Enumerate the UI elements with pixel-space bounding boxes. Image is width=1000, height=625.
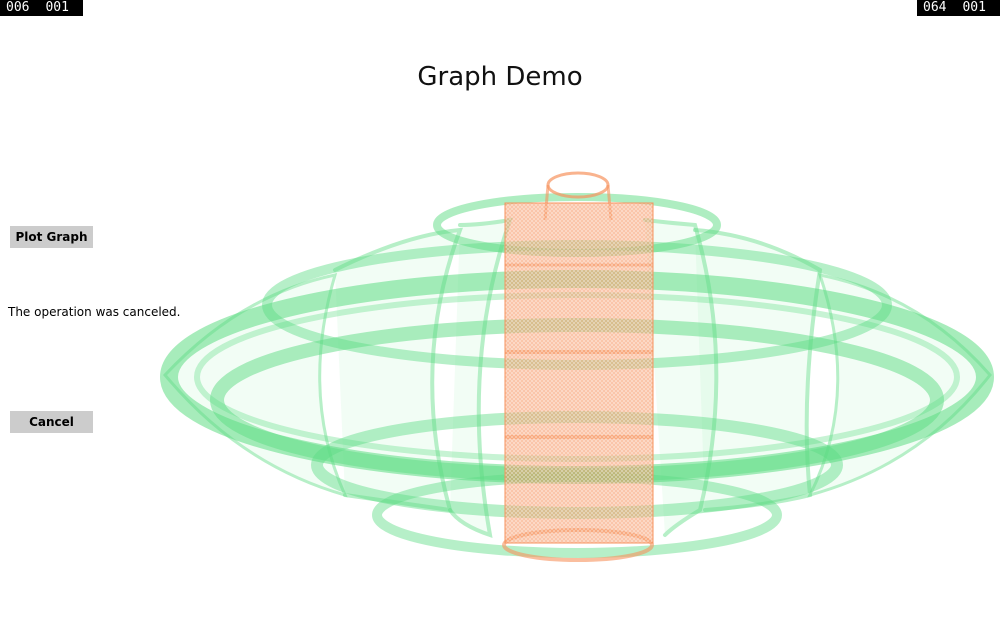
frame-counter-right: 064 001 (917, 0, 1000, 16)
twist-band-6 (807, 273, 992, 498)
graph-plot (160, 171, 994, 562)
twist-band-2 (333, 227, 463, 513)
twist-band-4 (643, 218, 719, 537)
cylinder-mesh (504, 202, 654, 544)
counter-left-value-1: 006 (6, 0, 30, 15)
twist-band-5 (693, 228, 823, 512)
twist-band-3 (448, 217, 513, 538)
cancel-button[interactable]: Cancel (10, 411, 93, 433)
page-title: Graph Demo (417, 62, 583, 92)
graph-orange-cylinder (502, 171, 654, 562)
counter-right-value-1: 064 (923, 0, 947, 15)
twist-band-1 (162, 273, 348, 498)
counter-right-value-2: 001 (962, 0, 986, 15)
frame-counter-left: 006 001 (0, 0, 83, 16)
plot-graph-button[interactable]: Plot Graph (10, 226, 93, 248)
counter-left-value-2: 001 (45, 0, 69, 15)
status-text: The operation was canceled. (8, 305, 181, 319)
